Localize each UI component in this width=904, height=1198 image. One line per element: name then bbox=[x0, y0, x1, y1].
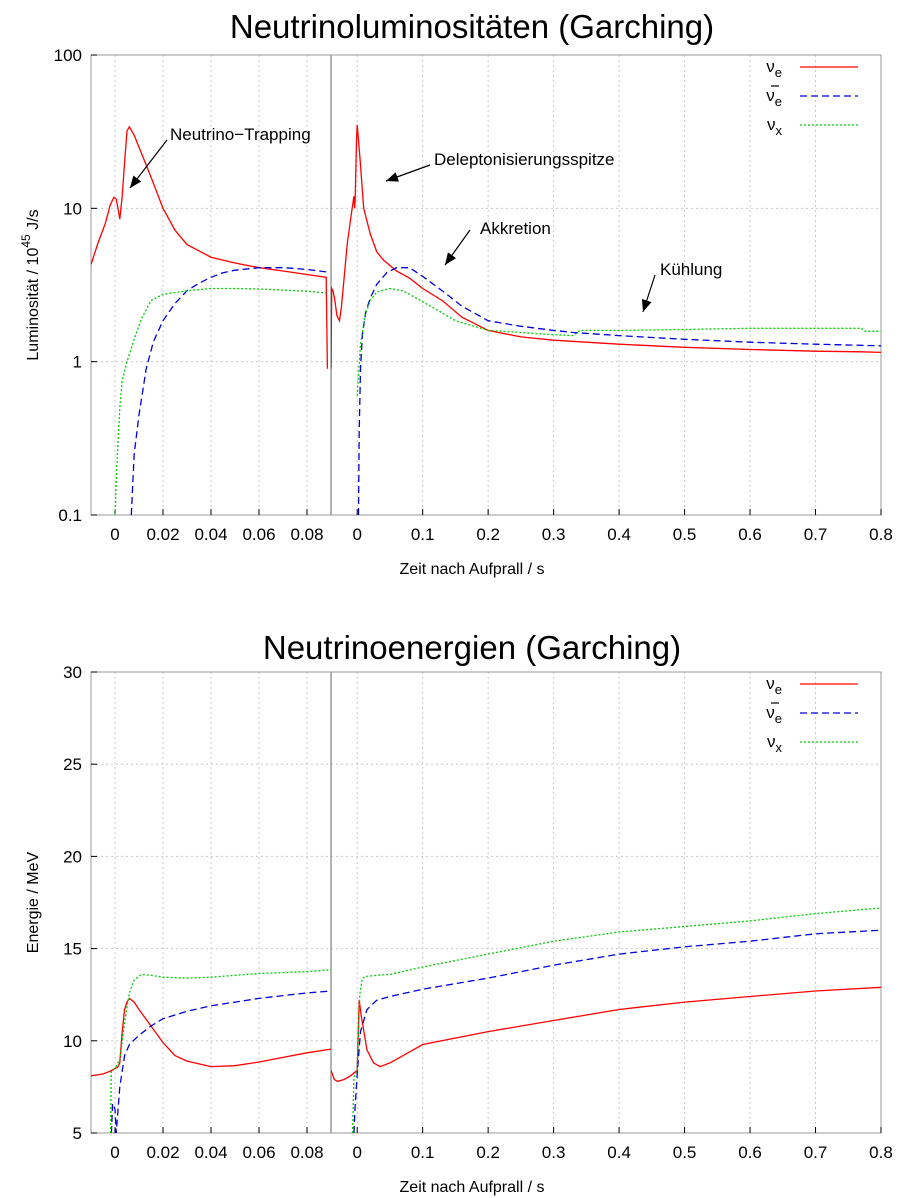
y-tick-label: 15 bbox=[63, 940, 82, 959]
luminosity-chart: Neutrinoluminositäten (Garching) 0.1 1 10 10… bbox=[19, 8, 893, 578]
annotation-k-hlung: Kühlung bbox=[660, 260, 722, 279]
legend-symbol: ν bbox=[766, 57, 775, 76]
x-tick-label: 0.2 bbox=[476, 525, 500, 544]
x-tick-label: 0.3 bbox=[542, 525, 566, 544]
legend-symbol: ν bbox=[766, 674, 775, 693]
y-tick-label: 1 bbox=[73, 353, 82, 372]
annotation-deleptonisierungsspitze: Deleptonisierungsspitze bbox=[434, 150, 615, 169]
x-tick-label: 0.02 bbox=[146, 1143, 179, 1162]
series-2-panel-0-line bbox=[114, 287, 327, 515]
x-axis-label: Zeit nach Aufprall / s bbox=[400, 561, 545, 578]
series-0-panel-1-line bbox=[331, 986, 881, 1083]
y-tick-label: 10 bbox=[63, 1032, 82, 1051]
y-tick-label: 0.1 bbox=[58, 506, 82, 525]
legend-symbol: ν bbox=[766, 703, 775, 722]
series-2-panel-1-line bbox=[351, 907, 881, 1133]
x-tick-label: 0.06 bbox=[242, 525, 275, 544]
x-tick-label: 0.8 bbox=[869, 525, 893, 544]
series-2-panel-0-line bbox=[110, 969, 331, 1133]
x-tick-label: 0.7 bbox=[804, 1143, 828, 1162]
series-1-panel-0-line bbox=[110, 990, 331, 1133]
x-axis-label: Zeit nach Aufprall / s bbox=[400, 1179, 545, 1196]
x-tick-label: 0.4 bbox=[607, 525, 631, 544]
x-tick-label: 0.1 bbox=[411, 525, 435, 544]
chart-title: Neutrinoluminositäten (Garching) bbox=[230, 8, 714, 45]
x-tick-label: 0.04 bbox=[194, 525, 227, 544]
legend-symbol: ν bbox=[766, 86, 775, 105]
annotation-arrowhead bbox=[386, 172, 399, 182]
x-tick-label: 0.02 bbox=[146, 525, 179, 544]
legend-label: νe bbox=[766, 703, 782, 726]
legend-label: νx bbox=[767, 732, 783, 755]
series-1-panel-1-line bbox=[353, 929, 881, 1133]
x-tick-label: 0.5 bbox=[673, 525, 697, 544]
legend-label: νe bbox=[766, 86, 782, 109]
legend-label: νe bbox=[766, 674, 782, 697]
x-tick-label: 0.5 bbox=[673, 1143, 697, 1162]
legend-label: νx bbox=[767, 115, 783, 138]
y-tick-label: 10 bbox=[63, 199, 82, 218]
y-tick-label: 20 bbox=[63, 847, 82, 866]
legend-subscript: x bbox=[776, 123, 783, 138]
y-axis-label: Energie / MeV bbox=[25, 851, 42, 953]
annotation-akkretion: Akkretion bbox=[480, 219, 551, 238]
x-tick-label: 0.1 bbox=[411, 1143, 435, 1162]
plot-frame bbox=[90, 671, 882, 1134]
x-tick-label: 0.4 bbox=[607, 1143, 631, 1162]
y-tick-label: 100 bbox=[54, 46, 82, 65]
series-0-panel-0-line bbox=[91, 125, 329, 369]
legend-subscript: e bbox=[775, 65, 782, 80]
plot-frame bbox=[90, 54, 882, 516]
x-tick-label: 0.08 bbox=[290, 1143, 323, 1162]
y-axis-label-unit: J/s bbox=[25, 209, 42, 234]
x-tick-label: 0 bbox=[110, 525, 119, 544]
y-tick-label: 5 bbox=[73, 1124, 82, 1143]
series-0-panel-1-line bbox=[331, 124, 881, 369]
x-tick-label: 0.7 bbox=[804, 525, 828, 544]
legend-subscript: x bbox=[776, 740, 783, 755]
legend-symbol: ν bbox=[767, 732, 776, 751]
series-2-panel-1-line bbox=[356, 287, 881, 396]
x-tick-label: 0.3 bbox=[542, 1143, 566, 1162]
series-0-panel-0-line bbox=[91, 997, 331, 1077]
legend-subscript: e bbox=[775, 711, 782, 726]
legend-subscript: e bbox=[775, 94, 782, 109]
annotation-neutrino-trapping: Neutrino−Trapping bbox=[170, 125, 311, 144]
x-tick-label: 0 bbox=[110, 1143, 119, 1162]
y-axis-label-exponent: 45 bbox=[19, 234, 33, 248]
legend-label: νe bbox=[766, 57, 782, 80]
x-tick-label: 0.8 bbox=[869, 1143, 893, 1162]
x-tick-label: 0.6 bbox=[738, 525, 762, 544]
x-tick-label: 0.2 bbox=[476, 1143, 500, 1162]
annotation-arrowhead bbox=[130, 175, 142, 188]
x-tick-label: 0.04 bbox=[194, 1143, 227, 1162]
y-axis-label-main: Luminosität / 10 bbox=[25, 248, 42, 361]
chart-title: Neutrinoenergien (Garching) bbox=[263, 629, 681, 666]
x-tick-label: 0.6 bbox=[738, 1143, 762, 1162]
y-axis-label: Luminosität / 1045 J/s bbox=[19, 209, 42, 360]
y-tick-label: 30 bbox=[63, 663, 82, 682]
x-tick-label: 0 bbox=[352, 525, 361, 544]
legend-symbol: ν bbox=[767, 115, 776, 134]
series-1-panel-0-line bbox=[130, 267, 327, 515]
y-tick-label: 25 bbox=[63, 755, 82, 774]
annotation-arrowhead bbox=[641, 299, 652, 312]
series-1-panel-1-line bbox=[357, 267, 881, 515]
x-tick-label: 0.06 bbox=[242, 1143, 275, 1162]
legend-subscript: e bbox=[775, 682, 782, 697]
x-tick-label: 0.08 bbox=[290, 525, 323, 544]
annotation-arrowhead bbox=[445, 252, 457, 265]
energy-chart: Neutrinoenergien (Garching) 5 10 15 20 25 30 0 0… bbox=[25, 629, 893, 1196]
x-tick-label: 0 bbox=[352, 1143, 361, 1162]
